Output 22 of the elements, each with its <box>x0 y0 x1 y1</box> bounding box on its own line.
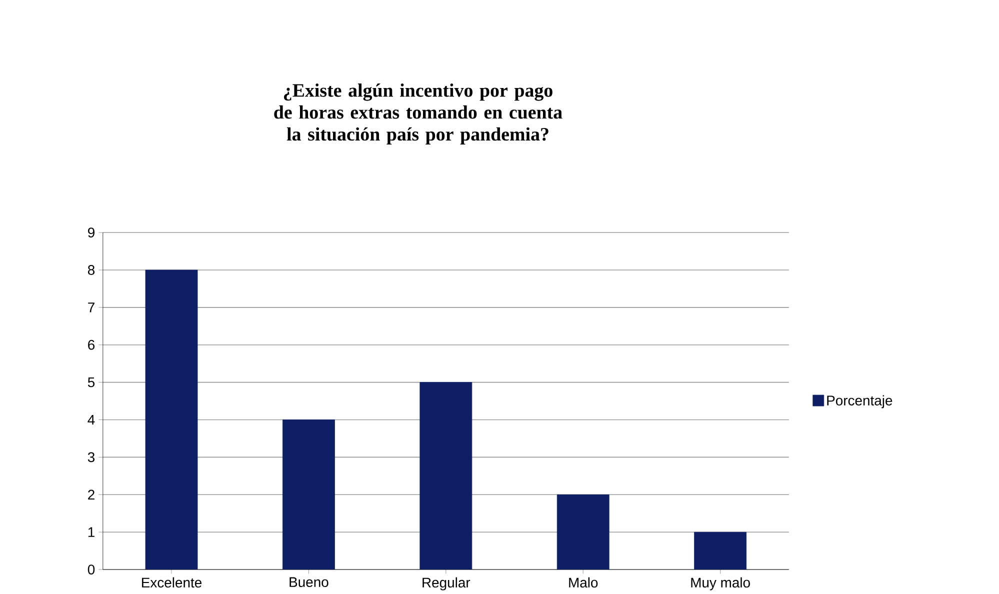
y-tick-label: 3 <box>88 452 95 462</box>
y-tick-label: 6 <box>88 340 95 350</box>
y-tick-label: 7 <box>88 302 94 312</box>
chart-title: ¿Existe algún incentivo por pago de horas extras tomando en cuenta la situación país por pandemia? <box>274 84 562 145</box>
y-tick-label: 4 <box>88 415 95 425</box>
bar <box>420 382 472 570</box>
bar <box>145 270 198 570</box>
y-tick-label: 1 <box>88 527 94 538</box>
y-tick-label: 0 <box>88 564 95 575</box>
bar <box>694 532 747 570</box>
bar <box>282 420 335 570</box>
y-tick-label: 2 <box>88 490 94 500</box>
x-tick-label: Excelente <box>142 577 202 588</box>
x-tick-label: Bueno <box>290 577 328 588</box>
y-tick-label: 8 <box>88 265 95 276</box>
x-tick-label: Malo <box>569 577 598 588</box>
y-tick-label: 9 <box>88 228 94 238</box>
x-tick-label: Regular <box>422 577 470 590</box>
bar <box>556 494 610 570</box>
y-tick-label: 5 <box>88 378 95 388</box>
legend-label: Porcentaje <box>827 395 892 408</box>
x-tick-label: Muy malo <box>691 577 750 590</box>
